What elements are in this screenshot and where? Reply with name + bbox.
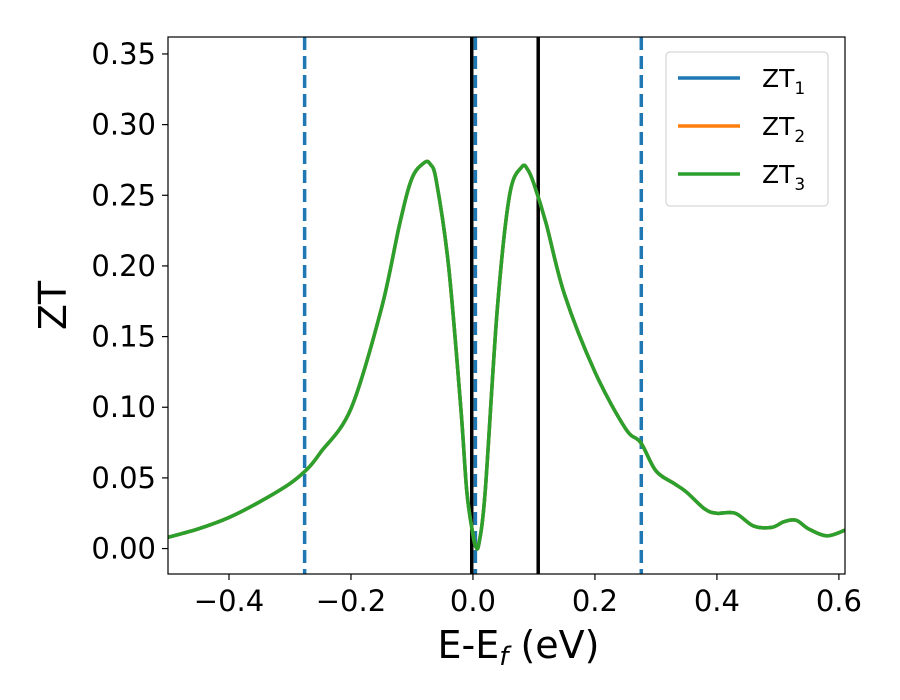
- x-axis-ticks: −0.4 −0.2 0.0 0.2 0.4 0.6: [194, 574, 862, 618]
- legend-label-1: ZT1: [762, 64, 805, 99]
- y-tick-label: 0.35: [91, 37, 156, 71]
- x-axis-label-unit: (eV): [508, 623, 599, 667]
- series-line-3: [168, 159, 845, 551]
- x-axis-label: E-Ef (eV): [438, 623, 600, 672]
- series-lines: [168, 159, 845, 551]
- y-axis-ticks: 0.00 0.05 0.10 0.15 0.20 0.25 0.30 0.35: [91, 37, 168, 566]
- vertical-reference-lines: [302, 37, 644, 574]
- y-tick-label: 0.25: [91, 178, 156, 212]
- y-tick-label: 0.30: [91, 108, 156, 142]
- y-tick-label: 0.05: [91, 461, 156, 495]
- y-tick-label: 0.20: [91, 249, 156, 283]
- legend: ZT1 ZT2 ZT3: [665, 51, 829, 207]
- x-tick-label: 0.6: [816, 584, 862, 618]
- x-tick-label: 0.2: [572, 584, 618, 618]
- y-tick-label: 0.10: [91, 390, 156, 424]
- x-tick-label: −0.2: [316, 584, 386, 618]
- legend-label-2: ZT2: [762, 112, 805, 147]
- y-axis-label: ZT: [31, 280, 75, 330]
- plot-frame: [167, 36, 846, 575]
- axes-frame: [167, 36, 846, 575]
- legend-box: [665, 51, 829, 207]
- x-axis-label-main: E-E: [438, 623, 500, 667]
- y-tick-label: 0.15: [91, 320, 156, 354]
- x-tick-label: −0.4: [194, 584, 264, 618]
- x-tick-label: 0.0: [450, 584, 496, 618]
- legend-label-3: ZT3: [762, 160, 805, 195]
- y-tick-label: 0.00: [91, 532, 156, 566]
- x-tick-label: 0.4: [694, 584, 740, 618]
